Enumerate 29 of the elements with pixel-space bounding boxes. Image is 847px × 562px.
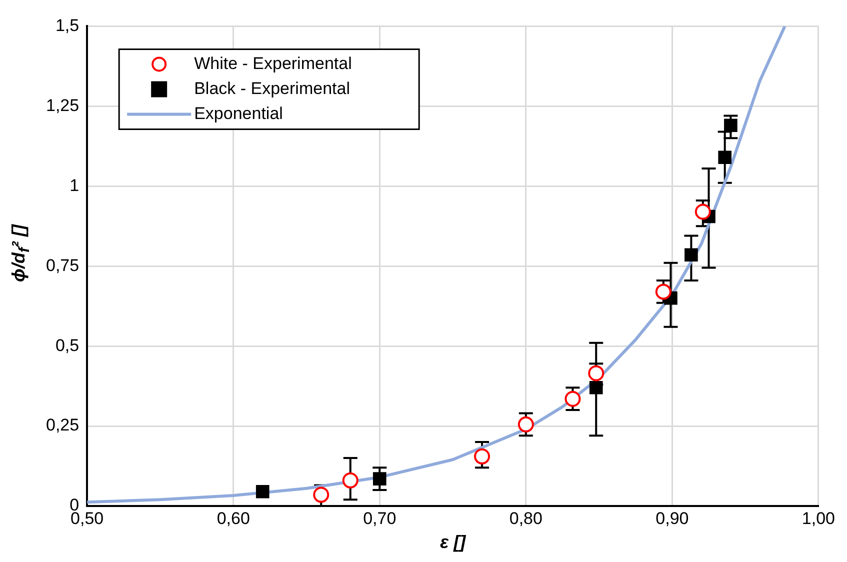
- y-tick-label: 0,75: [46, 256, 80, 275]
- x-tick-label: 0,80: [509, 508, 542, 528]
- y-tick-label: 1: [70, 176, 80, 195]
- point: [694, 204, 711, 220]
- legend-label: Exponential: [194, 104, 283, 123]
- point: [564, 390, 581, 407]
- y-tick-label: 0,25: [46, 416, 80, 435]
- point: [342, 472, 358, 488]
- point: [655, 284, 672, 300]
- point: [718, 150, 732, 164]
- x-tick-label: 0,60: [216, 508, 250, 528]
- x-axis-title: ε []: [440, 532, 467, 552]
- point: [588, 365, 604, 382]
- point: [724, 118, 738, 132]
- y-tick-label: 1,5: [55, 16, 80, 35]
- y-tick-label: 1,25: [46, 96, 80, 115]
- point: [518, 416, 534, 432]
- point: [372, 472, 386, 486]
- x-tick-label: 0,70: [363, 508, 396, 528]
- point: [256, 484, 270, 498]
- point: [474, 448, 490, 464]
- x-tick-label: 1,00: [802, 508, 836, 528]
- legend-label: Black - Experimental: [194, 78, 350, 98]
- y-tick-label: 0,5: [55, 336, 80, 355]
- legend-label: White - Experimental: [194, 54, 352, 73]
- point: [589, 380, 603, 394]
- x-tick-label: 0,90: [656, 508, 689, 528]
- point: [313, 486, 330, 503]
- point: [684, 248, 698, 262]
